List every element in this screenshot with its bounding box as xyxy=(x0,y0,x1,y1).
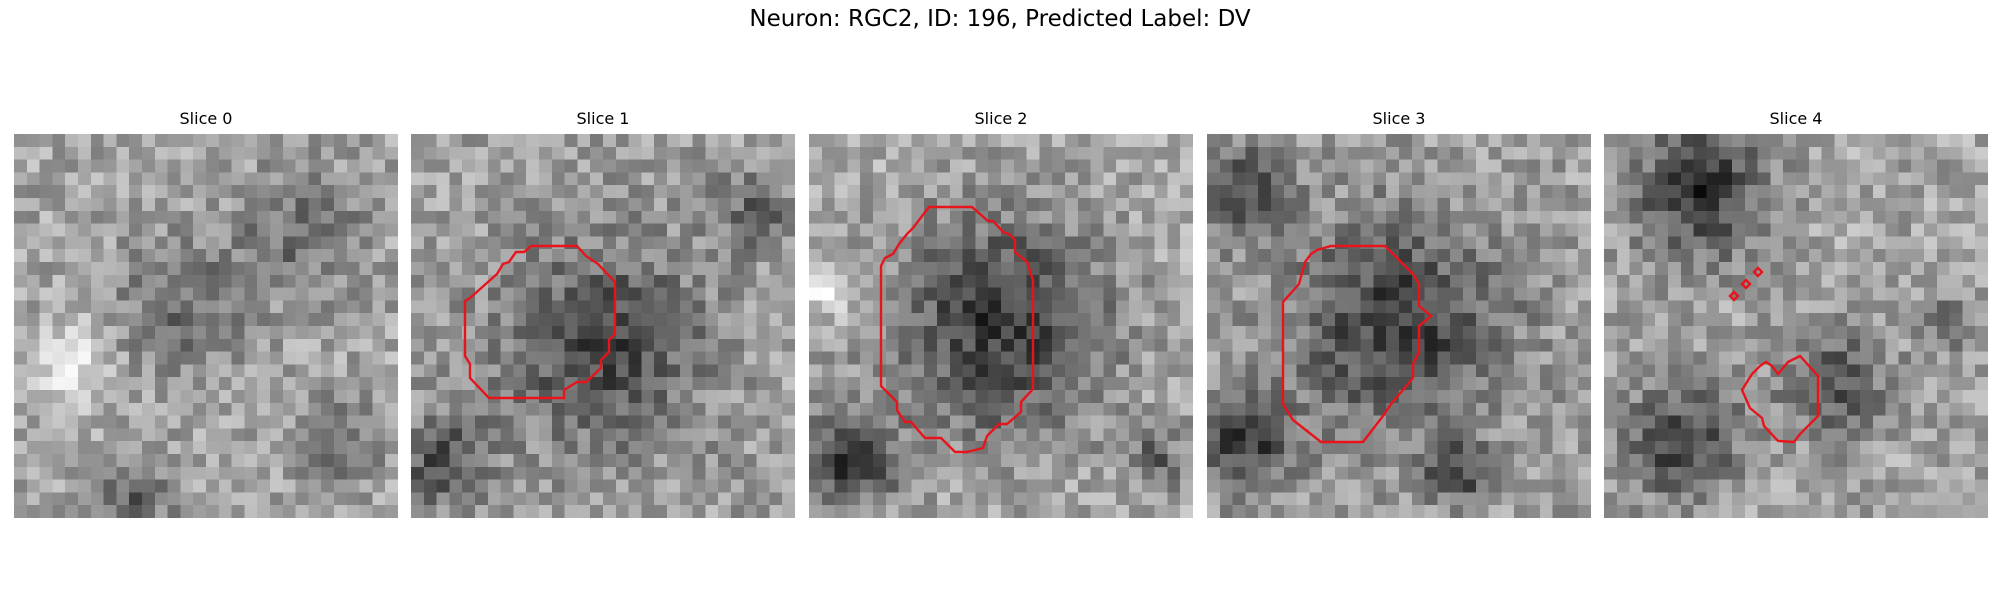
slice-panel-1: Slice 1 xyxy=(411,108,795,518)
contour-fragment-c xyxy=(1752,266,1764,278)
neuron-contour-3 xyxy=(1281,244,1433,444)
slice-image-3 xyxy=(1207,134,1591,518)
slice-title-1: Slice 1 xyxy=(576,109,630,128)
slice-panel-4: Slice 4 xyxy=(1604,108,1988,518)
contour-overlay-3 xyxy=(1281,244,1433,444)
neuron-contour-4 xyxy=(1740,354,1820,444)
slice-panel-3: Slice 3 xyxy=(1207,108,1591,518)
slice-grayscale-3 xyxy=(1207,134,1591,518)
slice-title-2: Slice 2 xyxy=(974,109,1028,128)
contour-overlay-2 xyxy=(879,205,1035,454)
slice-title-4: Slice 4 xyxy=(1769,109,1823,128)
slice-title-0: Slice 0 xyxy=(179,109,233,128)
contour-fragment-b xyxy=(1740,278,1752,290)
slice-grayscale-1 xyxy=(411,134,795,518)
slice-grayscale-0 xyxy=(14,134,398,518)
slice-panel-0: Slice 0 xyxy=(14,108,398,518)
slice-image-2 xyxy=(809,134,1193,518)
contour-fragment-a xyxy=(1728,290,1740,302)
neuron-contour-2 xyxy=(879,205,1035,454)
slice-image-4 xyxy=(1604,134,1988,518)
slice-grayscale-2 xyxy=(809,134,1193,518)
slice-title-3: Slice 3 xyxy=(1372,109,1426,128)
contour-overlay-1 xyxy=(463,244,617,400)
slice-image-0 xyxy=(14,134,398,518)
figure-title: Neuron: RGC2, ID: 196, Predicted Label: … xyxy=(749,6,1251,32)
contour-overlay-4 xyxy=(1728,266,1820,444)
slice-panel-2: Slice 2 xyxy=(809,108,1193,518)
slice-image-1 xyxy=(411,134,795,518)
slice-grayscale-4 xyxy=(1604,134,1988,518)
neuron-contour-1 xyxy=(463,244,617,400)
